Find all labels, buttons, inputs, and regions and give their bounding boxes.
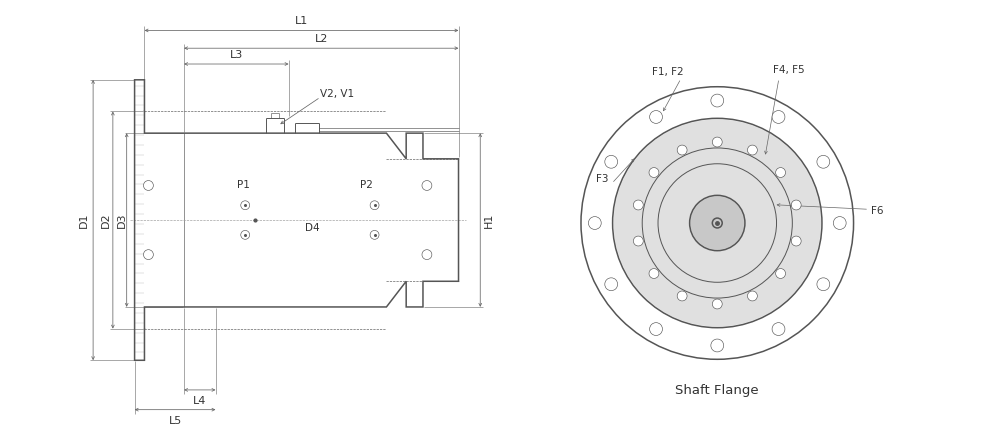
Circle shape [422, 181, 432, 190]
Text: F6: F6 [871, 206, 884, 216]
Circle shape [772, 323, 785, 336]
Circle shape [370, 201, 379, 210]
Circle shape [633, 200, 643, 210]
Circle shape [712, 299, 722, 309]
Circle shape [422, 250, 432, 259]
Circle shape [605, 278, 618, 291]
Circle shape [241, 201, 250, 210]
Text: P2: P2 [360, 181, 373, 190]
Circle shape [649, 168, 659, 177]
Text: H1: H1 [484, 212, 494, 228]
Circle shape [833, 216, 846, 229]
Circle shape [614, 119, 821, 327]
Text: L5: L5 [168, 416, 182, 426]
Circle shape [143, 181, 153, 190]
Circle shape [370, 230, 379, 239]
Circle shape [776, 268, 786, 279]
Text: L3: L3 [230, 50, 243, 60]
Circle shape [143, 250, 153, 259]
Text: L1: L1 [295, 16, 308, 26]
Circle shape [711, 339, 724, 352]
Circle shape [791, 200, 801, 210]
Circle shape [776, 168, 786, 177]
Circle shape [633, 236, 643, 246]
Circle shape [677, 145, 687, 155]
Circle shape [241, 230, 250, 239]
Circle shape [691, 196, 744, 250]
Text: L2: L2 [315, 34, 328, 44]
Text: D1: D1 [79, 212, 89, 228]
Circle shape [747, 291, 757, 301]
Circle shape [588, 216, 601, 229]
Text: V2, V1: V2, V1 [320, 89, 354, 99]
Text: P1: P1 [237, 181, 250, 190]
Text: D3: D3 [117, 212, 127, 228]
Circle shape [677, 291, 687, 301]
Circle shape [747, 145, 757, 155]
Circle shape [772, 111, 785, 123]
Circle shape [650, 323, 662, 336]
Text: F3: F3 [596, 173, 609, 184]
Circle shape [650, 111, 662, 123]
Circle shape [791, 236, 801, 246]
Text: L4: L4 [193, 396, 206, 406]
Circle shape [712, 137, 722, 147]
Circle shape [649, 268, 659, 279]
Circle shape [605, 155, 618, 168]
Text: Shaft Flange: Shaft Flange [675, 384, 759, 397]
Text: D2: D2 [101, 212, 111, 228]
Circle shape [817, 278, 830, 291]
Circle shape [711, 94, 724, 107]
Circle shape [817, 155, 830, 168]
Text: F4, F5: F4, F5 [773, 65, 804, 75]
Text: D4: D4 [305, 223, 320, 233]
Text: F1, F2: F1, F2 [652, 67, 684, 77]
